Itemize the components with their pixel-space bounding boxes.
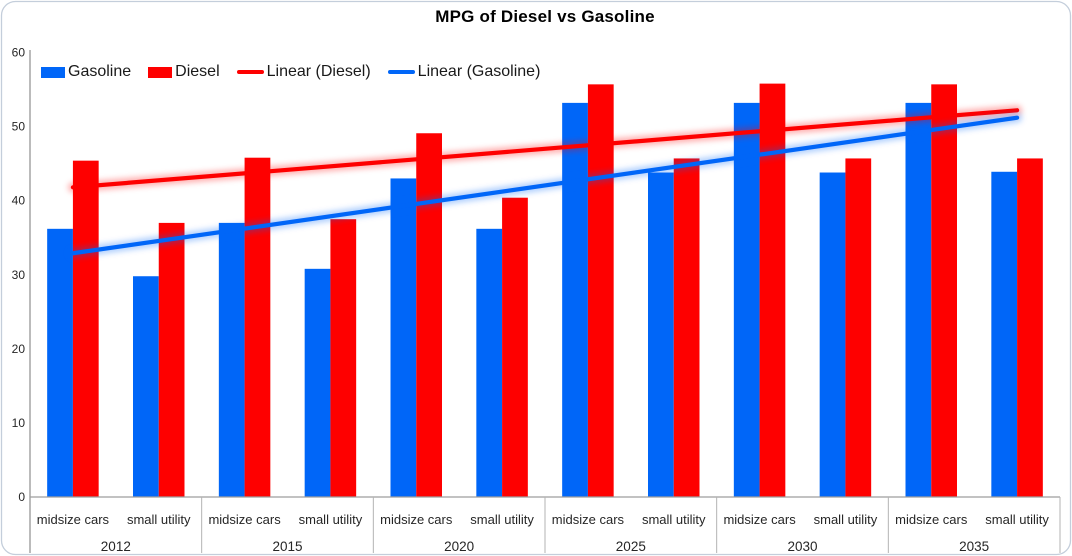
chart-title: MPG of Diesel vs Gasoline	[435, 7, 655, 26]
x-subcategory-label: midsize cars	[37, 512, 110, 527]
x-subcategory-label: small utility	[127, 512, 191, 527]
y-tick-label: 30	[12, 268, 26, 282]
x-subcategory-label: small utility	[814, 512, 878, 527]
x-subcategory-label: midsize cars	[552, 512, 625, 527]
x-year-label: 2012	[101, 539, 131, 554]
x-year-label: 2020	[444, 539, 474, 554]
x-subcategory-label: small utility	[642, 512, 706, 527]
legend-item-linear-diesel: Linear (Diesel)	[236, 63, 371, 81]
y-tick-label: 20	[12, 342, 26, 356]
x-subcategory-label: midsize cars	[723, 512, 796, 527]
bar-diesel-2025-midsize-cars	[587, 84, 614, 497]
y-tick-label: 40	[12, 194, 26, 208]
diesel-swatch-icon	[148, 66, 173, 78]
gasoline-swatch-icon	[41, 66, 65, 78]
bar-diesel-2020-midsize-cars	[416, 133, 442, 497]
legend-item-linear-gasoline: Linear (Gasoline)	[387, 63, 541, 81]
x-subcategory-label: small utility	[299, 512, 363, 527]
bar-gasoline-2015-small-utility	[304, 268, 331, 497]
bar-diesel-2035-midsize-cars	[931, 84, 957, 497]
x-subcategory-label: small utility	[985, 512, 1049, 527]
bar-gasoline-2025-midsize-cars	[562, 102, 588, 498]
bar-diesel-2012-midsize-cars	[72, 160, 99, 497]
legend-label: Diesel	[175, 63, 220, 80]
bar-gasoline-2030-midsize-cars	[733, 102, 760, 498]
x-year-label: 2035	[959, 539, 989, 554]
x-year-label: 2015	[272, 539, 302, 554]
x-subcategory-label: midsize cars	[895, 512, 968, 527]
legend-item-gasoline: Gasoline	[41, 63, 131, 81]
x-subcategory-label: midsize cars	[380, 512, 453, 527]
bar-diesel-2030-midsize-cars	[759, 83, 786, 498]
bar-gasoline-2030-small-utility	[819, 172, 846, 497]
bar-gasoline-2025-small-utility	[648, 172, 674, 497]
linear-gasoline-line-icon	[387, 70, 415, 74]
bar-diesel-2030-small-utility	[845, 158, 872, 498]
bar-gasoline-2012-small-utility	[133, 276, 159, 497]
trendline-linear-diesel	[70, 108, 1020, 190]
x-year-label: 2025	[616, 539, 646, 554]
x-year-label: 2030	[787, 539, 817, 554]
bar-diesel-2012-small-utility	[158, 222, 185, 497]
bar-gasoline-2035-midsize-cars	[905, 102, 932, 498]
legend-label: Linear (Diesel)	[266, 63, 371, 80]
y-tick-label: 0	[18, 490, 25, 504]
y-tick-label: 10	[12, 416, 26, 430]
bar-diesel-2015-midsize-cars	[244, 157, 271, 497]
bar-diesel-2025-small-utility	[673, 158, 700, 498]
bar-gasoline-2020-small-utility	[476, 228, 503, 497]
bar-diesel-2015-small-utility	[330, 219, 357, 497]
bar-gasoline-2035-small-utility	[991, 171, 1018, 497]
linear-diesel-line-icon	[236, 70, 264, 74]
y-tick-label: 50	[12, 120, 26, 134]
y-tick-label: 60	[12, 46, 26, 60]
trendline-linear-gasoline	[70, 115, 1020, 256]
legend-label: Gasoline	[68, 63, 132, 80]
bar-diesel-2020-small-utility	[502, 197, 528, 497]
bar-diesel-2035-small-utility	[1017, 158, 1043, 498]
legend-item-diesel: Diesel	[148, 63, 220, 81]
x-subcategory-label: small utility	[470, 512, 534, 527]
bar-gasoline-2020-midsize-cars	[390, 178, 417, 498]
bar-gasoline-2015-midsize-cars	[218, 222, 245, 497]
bar-gasoline-2012-midsize-cars	[47, 228, 73, 497]
chart-legend: Gasoline Diesel Linear (Diesel) Linear (Gas…	[41, 58, 540, 86]
x-subcategory-label: midsize cars	[208, 512, 281, 527]
legend-label: Linear (Gasoline)	[417, 63, 541, 80]
